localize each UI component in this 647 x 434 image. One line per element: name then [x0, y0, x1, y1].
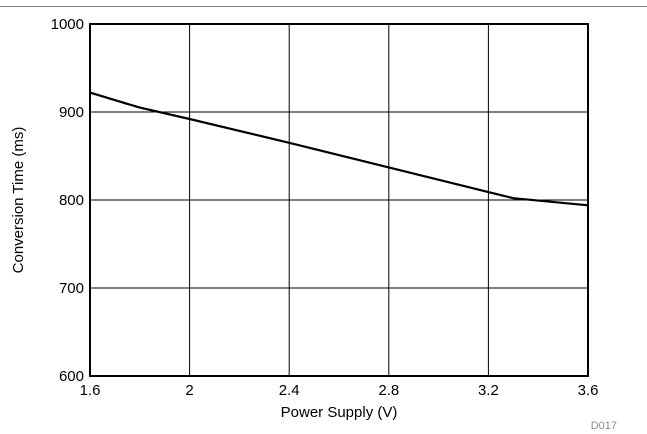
y-tick-labels: 600 700 800 900 1000 — [51, 16, 84, 385]
figure-code: D017 — [591, 420, 617, 432]
x-tick-label: 2 — [185, 382, 193, 399]
x-tick-label: 1.6 — [80, 382, 101, 399]
plot-frame — [89, 23, 589, 377]
x-tick-label: 3.2 — [478, 382, 499, 399]
series-line — [89, 91, 589, 207]
x-axis-title: Power Supply (V) — [281, 404, 398, 421]
y-tick-label: 900 — [59, 104, 84, 121]
series-layer — [89, 91, 589, 207]
x-tick-label: 2.8 — [378, 382, 399, 399]
y-tick-label: 1000 — [51, 16, 84, 33]
y-tick-label: 600 — [59, 368, 84, 385]
x-tick-label: 3.6 — [578, 382, 599, 399]
x-tick-labels: 1.6 2 2.4 2.8 3.2 3.6 — [80, 382, 599, 399]
x-tick-label: 2.4 — [279, 382, 300, 399]
y-axis-title: Conversion Time (ms) — [10, 127, 27, 274]
y-tick-label: 800 — [59, 192, 84, 209]
y-tick-label: 700 — [59, 280, 84, 297]
grid — [90, 24, 588, 376]
